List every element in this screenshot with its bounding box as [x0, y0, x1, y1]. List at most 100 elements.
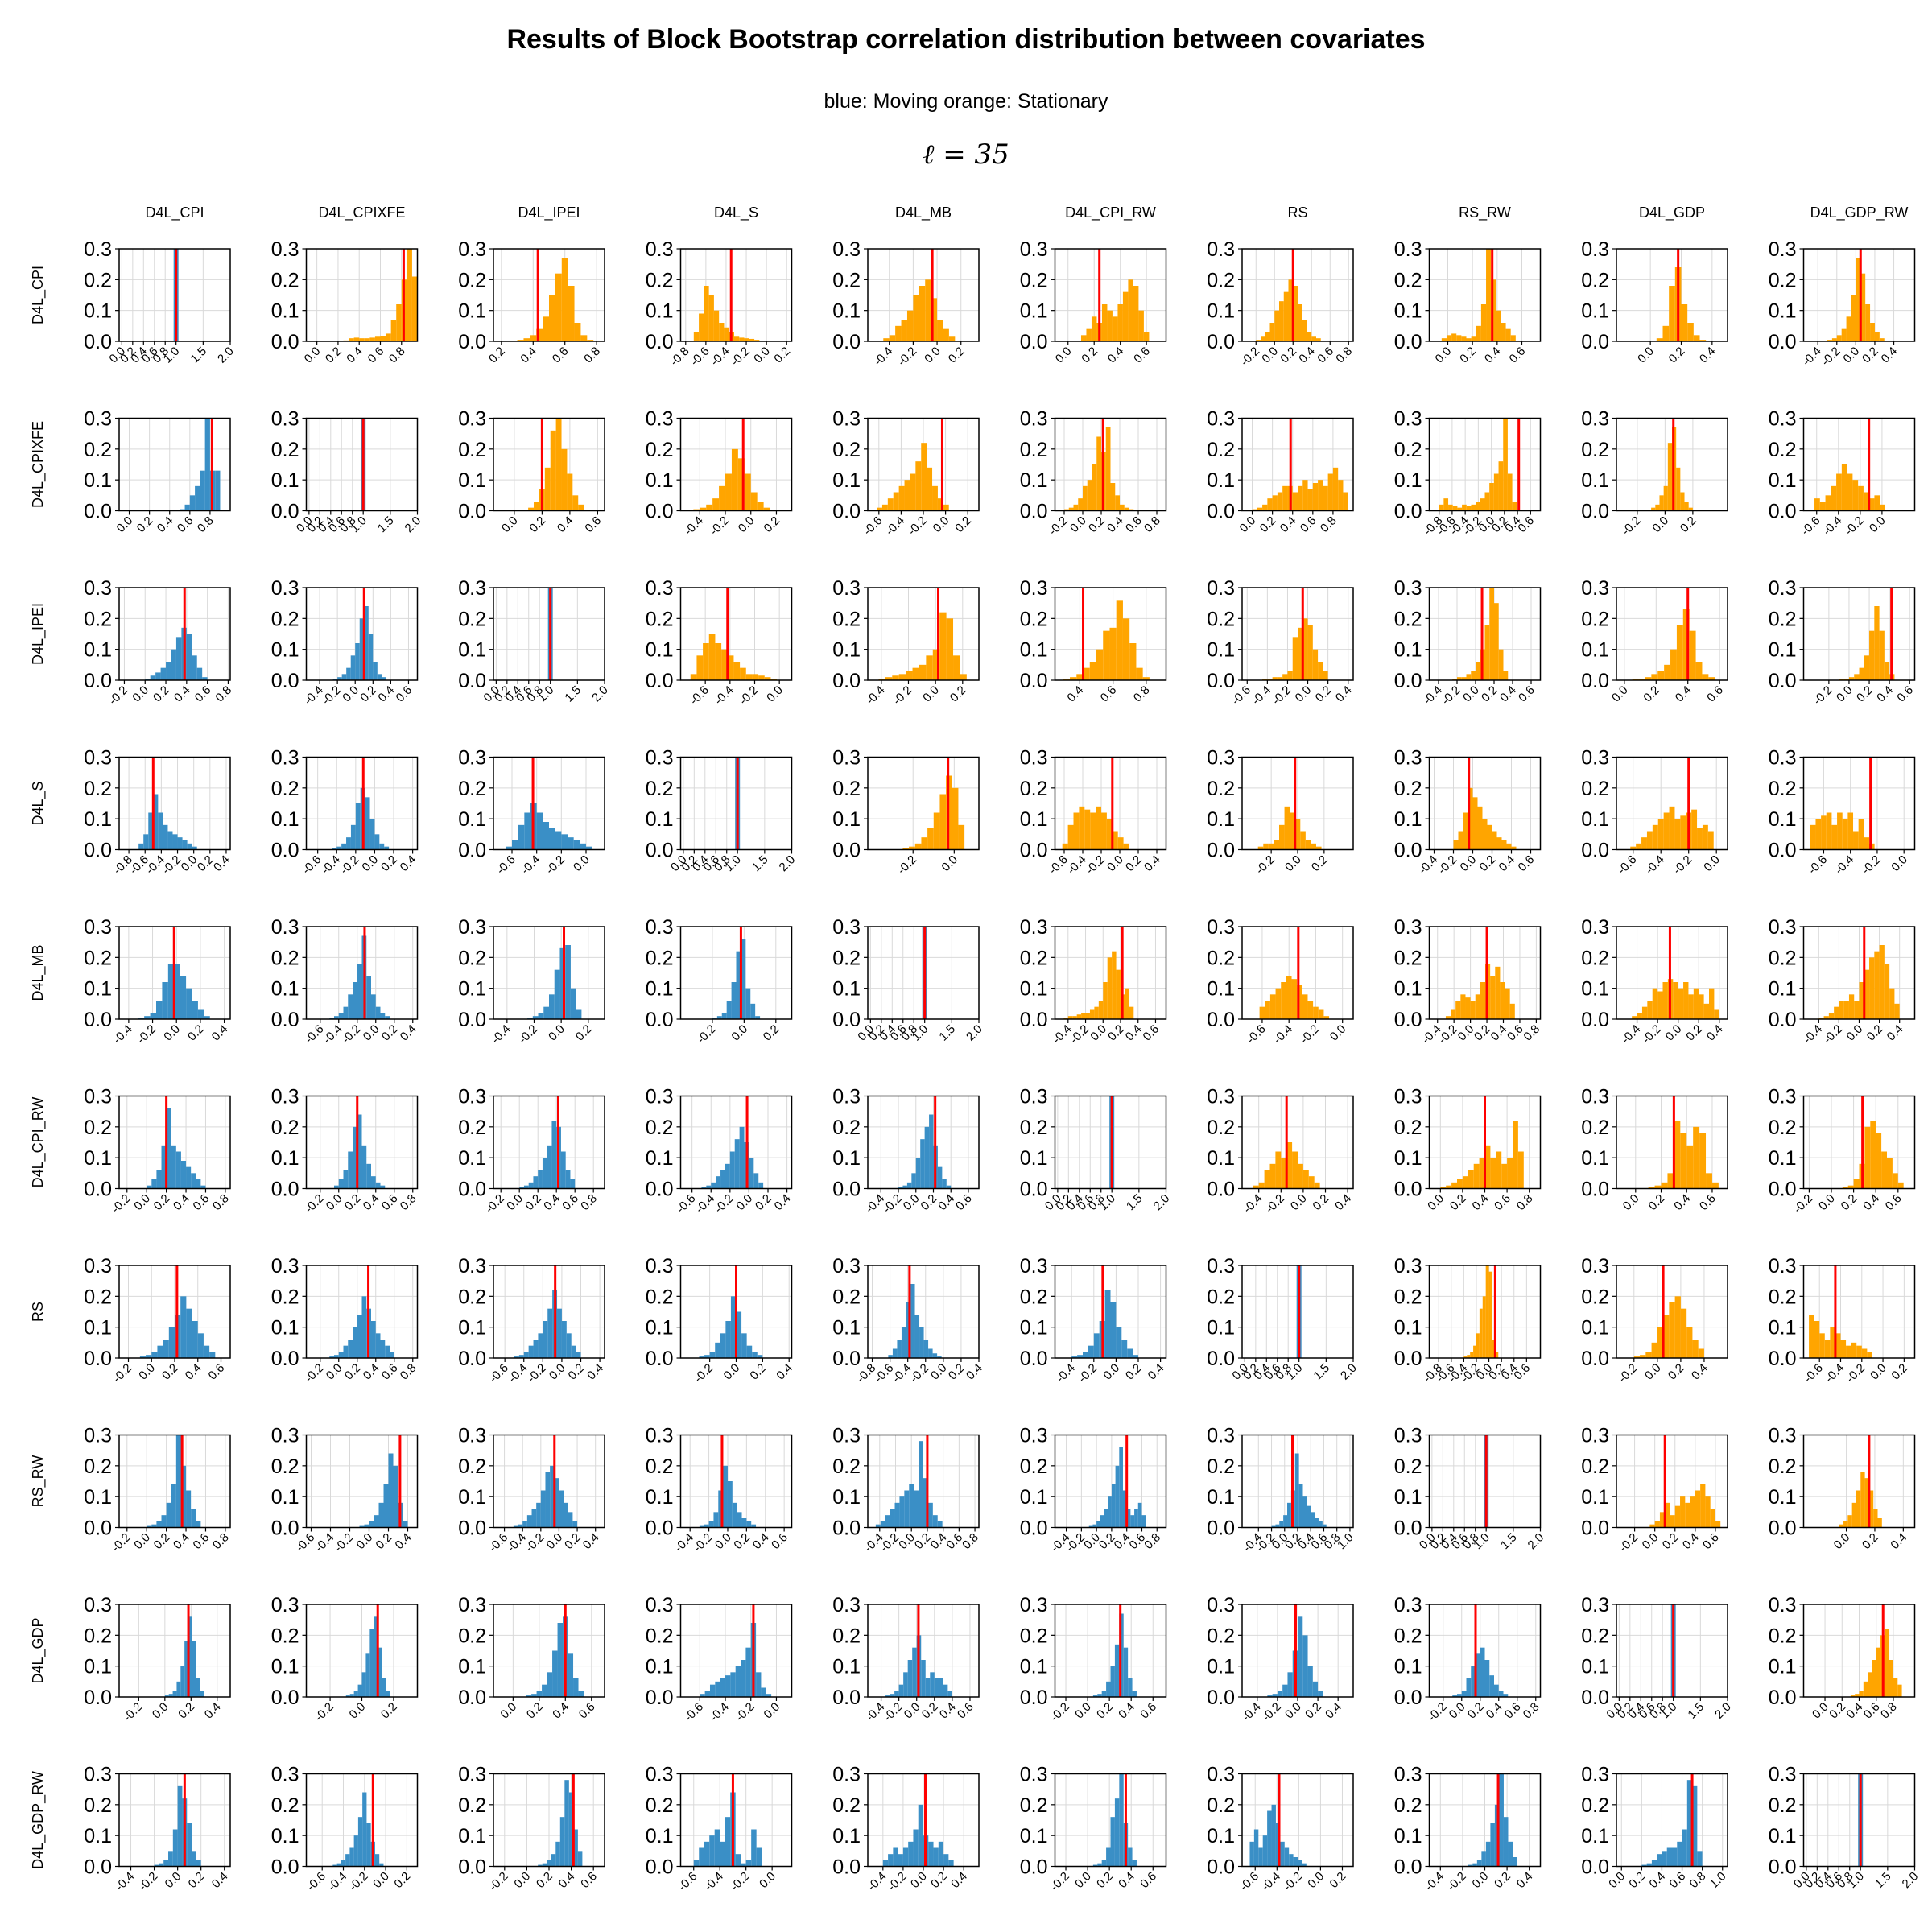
- y-tick-label: 0.0: [1207, 501, 1235, 523]
- histogram-bar: [561, 1321, 567, 1358]
- histogram-bar: [1689, 630, 1696, 680]
- histogram-bar: [540, 1490, 546, 1528]
- x-tick-label: 0.4: [1874, 683, 1896, 705]
- x-tick-label: 0.2: [1123, 852, 1145, 874]
- histogram-bar: [937, 498, 943, 511]
- histogram-bar: [700, 507, 707, 511]
- y-tick-label: 0.0: [1207, 670, 1235, 692]
- x-tick-label: -0.2: [1259, 1700, 1283, 1724]
- x-tick-label: 0.8: [1514, 1191, 1536, 1213]
- histogram-bar: [894, 1502, 900, 1528]
- histogram-bar: [1695, 1490, 1701, 1528]
- histogram-bar: [1490, 976, 1496, 1019]
- histogram-bar: [1856, 258, 1861, 341]
- y-tick-label: 0.0: [1207, 1517, 1235, 1540]
- histogram-bar: [1448, 504, 1453, 511]
- y-tick-label: 0.2: [84, 947, 112, 969]
- histogram-bar: [1083, 1352, 1088, 1358]
- y-tick-label: 0.0: [646, 1179, 674, 1201]
- y-tick-label: 0.3: [646, 238, 674, 261]
- histogram-bar: [919, 664, 927, 680]
- histogram-bar: [138, 1018, 145, 1019]
- x-tick-label: 0.0: [1072, 1869, 1094, 1891]
- x-tick-label: -0.4: [1271, 1022, 1295, 1046]
- histogram-bar: [948, 1860, 954, 1867]
- histogram-bar: [1466, 1678, 1472, 1697]
- histogram-bar: [1484, 492, 1490, 511]
- column-label-d4l_cpi_rw: D4L_CPI_RW: [1065, 204, 1156, 221]
- histogram-bar: [161, 1515, 167, 1528]
- x-tick-label: 1.5: [562, 683, 584, 705]
- histogram-bar: [1837, 812, 1843, 850]
- histogram-bar: [1637, 1013, 1642, 1019]
- histogram-bar: [355, 803, 361, 850]
- cell-d4l_cpixfe-d4l_ipei: [493, 417, 605, 512]
- y-tick-label: 0.2: [646, 1455, 674, 1478]
- x-tick-label: 0.4: [1105, 345, 1127, 366]
- x-tick-label: 0.2: [379, 1022, 401, 1044]
- histogram-bar: [163, 1340, 169, 1358]
- histogram-bar: [1279, 1521, 1284, 1528]
- y-tick-label: 0.1: [1394, 1825, 1422, 1847]
- histogram-bar: [146, 1355, 152, 1358]
- histogram-bar: [148, 812, 154, 850]
- y-tick-label: 0.0: [1394, 501, 1422, 523]
- x-tick-label: 0.2: [928, 1869, 950, 1891]
- histogram-bar: [914, 1490, 919, 1528]
- histogram-bar: [890, 1509, 895, 1528]
- y-tick-label: 0.2: [1581, 269, 1609, 291]
- y-tick-label: 0.2: [832, 1117, 861, 1139]
- histogram-bar: [744, 338, 749, 341]
- histogram-bar: [1141, 1515, 1146, 1528]
- histogram-bar: [361, 1296, 367, 1358]
- histogram-bar: [725, 1675, 731, 1697]
- histogram-bar: [711, 1182, 716, 1189]
- histogram-bar: [1294, 1453, 1299, 1528]
- y-tick-label: 0.2: [271, 1624, 299, 1647]
- histogram-bar: [557, 1308, 562, 1358]
- histogram-bar: [1834, 1006, 1839, 1019]
- histogram-bar: [147, 1525, 152, 1528]
- x-tick-label: 0.6: [578, 1869, 600, 1891]
- y-tick-label: 0.2: [1581, 1794, 1609, 1817]
- y-tick-label: 0.1: [84, 1486, 112, 1509]
- histogram-bar: [1476, 325, 1481, 341]
- histogram-bar: [1083, 485, 1088, 511]
- histogram-bar: [1252, 509, 1257, 511]
- histogram-bar: [1656, 338, 1663, 341]
- x-tick-label: 0.8: [1131, 683, 1153, 705]
- y-tick-label: 0.3: [458, 1086, 486, 1108]
- cell-d4l_mb-rs: [1241, 926, 1354, 1020]
- x-tick-label: 0.4: [398, 1022, 419, 1044]
- histogram-bar: [364, 1524, 369, 1528]
- histogram-bar: [1103, 982, 1108, 1019]
- y-tick-label: 0.3: [1394, 238, 1422, 261]
- x-tick-label: 0.6: [206, 1361, 228, 1383]
- histogram-bar: [186, 1490, 192, 1528]
- histogram-bar: [1298, 627, 1303, 680]
- histogram-bar: [1116, 1327, 1122, 1358]
- histogram-bar: [568, 837, 574, 850]
- y-tick-label: 0.2: [271, 608, 299, 630]
- y-tick-label: 0.1: [832, 1656, 861, 1678]
- histogram-bar: [1692, 1785, 1698, 1867]
- histogram-bar: [147, 1185, 152, 1189]
- histogram-bar: [754, 340, 760, 341]
- y-tick-label: 0.3: [1769, 747, 1797, 770]
- y-tick-label: 0.1: [1769, 1825, 1797, 1847]
- histogram-bar: [1880, 504, 1885, 511]
- histogram-bar: [1281, 1158, 1287, 1189]
- y-tick-label: 0.0: [1394, 840, 1422, 862]
- x-tick-label: 0.0: [1282, 1700, 1304, 1722]
- histogram-bar: [1443, 498, 1449, 511]
- histogram-bar: [1114, 1798, 1120, 1867]
- x-tick-label: 0.4: [398, 852, 419, 874]
- histogram-bar: [368, 634, 374, 680]
- histogram-bar: [1101, 1690, 1107, 1697]
- histogram-bar: [1307, 489, 1313, 511]
- histogram-bar: [172, 1690, 177, 1697]
- cell-rs_rw-d4l_gdp_rw: [1802, 1434, 1916, 1529]
- x-tick-label: 0.6: [1511, 1361, 1533, 1383]
- y-tick-label: 0.3: [84, 1086, 112, 1108]
- y-tick-label: 0.2: [1020, 1455, 1048, 1478]
